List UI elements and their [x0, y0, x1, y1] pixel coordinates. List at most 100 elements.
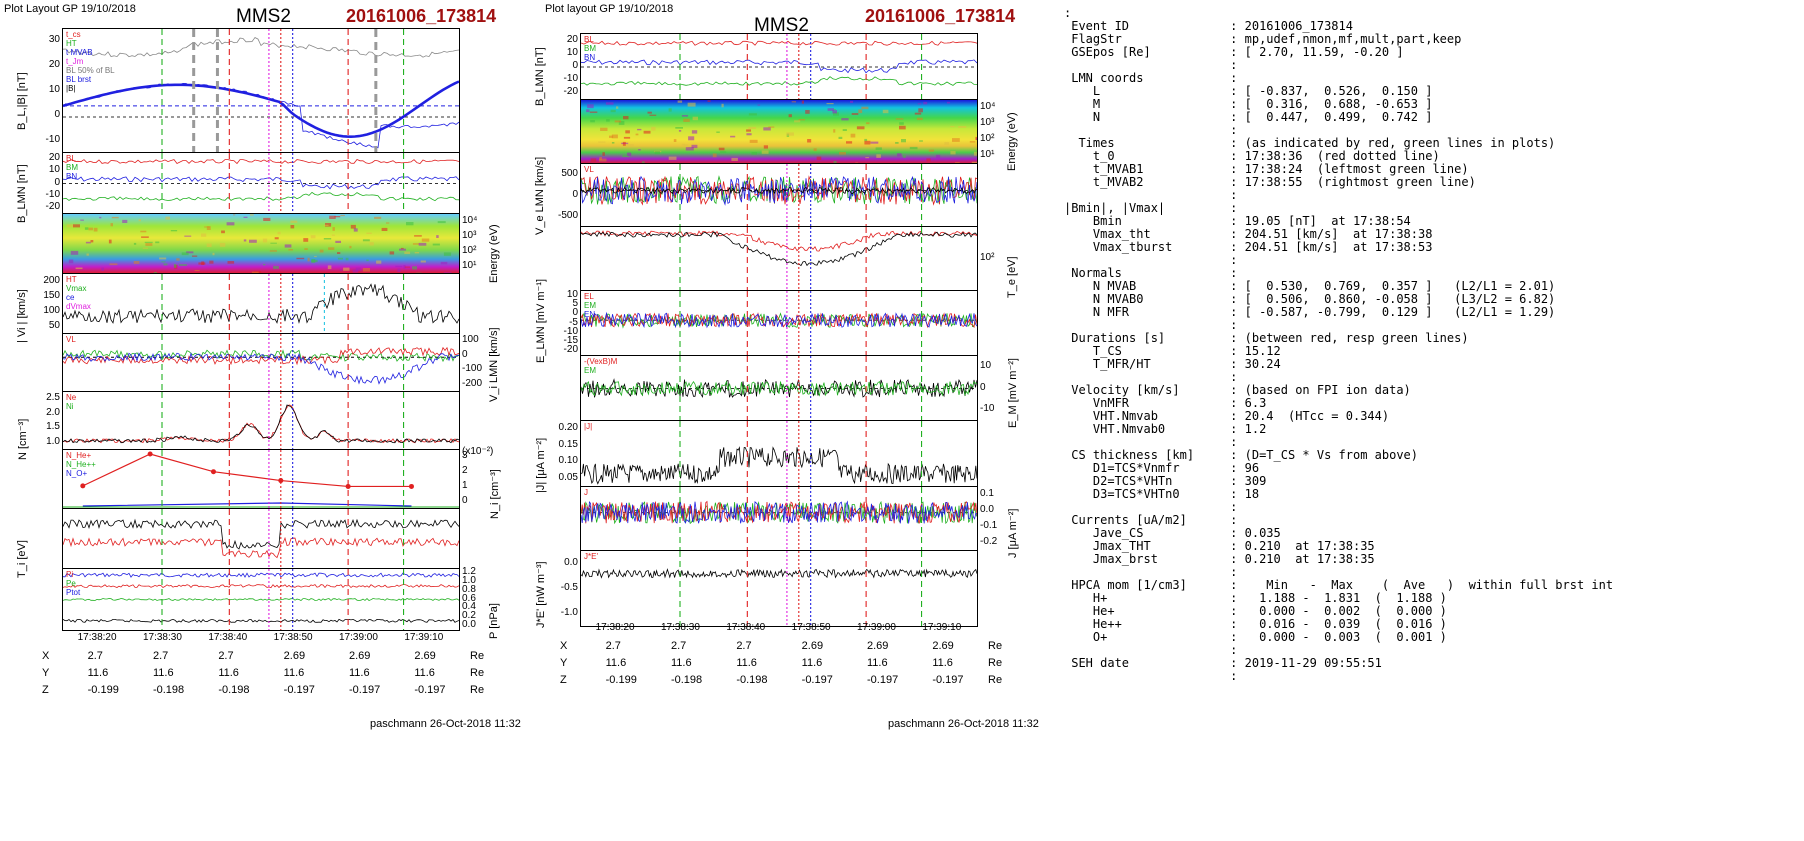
spectrogram-pixel: [249, 214, 254, 216]
spectrogram-pixel: [270, 242, 277, 244]
axis-label-ve: V_e LMN [km/s]: [534, 156, 546, 235]
series-o-plus: [82, 502, 412, 507]
legend-entry: Ne: [66, 393, 77, 402]
spectrogram-pixel: [816, 156, 822, 160]
spectrogram-pixel: [389, 251, 395, 255]
data-point: [408, 483, 414, 489]
spectrogram-pixel: [950, 126, 955, 128]
series-te-perp: [581, 231, 977, 267]
coord-value: 2.7: [152, 650, 169, 662]
spectrogram-pixel: [923, 101, 928, 105]
tick-label-e: -10: [563, 325, 578, 337]
spectrogram-pixel: [90, 240, 94, 243]
spectrogram-pixel: [899, 125, 906, 130]
spectrogram-pixel: [307, 257, 310, 262]
legend-entry: N_He+: [66, 451, 92, 460]
series-bm: [581, 59, 977, 74]
spectrogram-pixel: [437, 221, 446, 224]
series-te-par: [581, 230, 977, 252]
spectrogram-pixel: [600, 127, 608, 131]
spectrogram-pixel: [263, 217, 271, 221]
info-line: FlagStr : mp,udef,nmon,mf,mult,part,keep: [1064, 32, 1462, 46]
spectrogram-pixel: [832, 110, 837, 114]
spectrogram-pixel: [374, 216, 382, 219]
coord-value: 11.6: [283, 667, 305, 679]
series-ti-perp: [63, 518, 459, 550]
spectrogram-pixel: [310, 235, 316, 239]
coord-value: 2.7: [218, 650, 234, 662]
info-line: M : [ 0.316, 0.688, -0.653 ]: [1064, 97, 1433, 111]
spectrogram-pixel: [917, 103, 922, 105]
tick-label-vlmn: -100: [462, 363, 483, 375]
coord-unit: Re: [470, 667, 485, 679]
tick-label-j: 0.1: [980, 488, 994, 499]
tick-label-vlmn: -200: [462, 377, 483, 389]
panel-plot-svg: [63, 569, 459, 630]
spectrogram-pixel: [602, 152, 605, 156]
axis-label-ti: T_i [eV]: [16, 540, 28, 578]
legend-entry: Pe: [66, 579, 76, 588]
spectrogram-pixel: [899, 122, 904, 125]
tick-label-je: -1.0: [560, 606, 578, 618]
spectrogram-pixel: [599, 158, 607, 162]
spectrogram-pixel: [901, 139, 906, 143]
tick-label-p: 1.0: [462, 575, 476, 587]
left-event-title: 20161006_173814: [346, 6, 497, 26]
spectrogram-pixel: [794, 120, 801, 123]
spectrogram-pixel: [108, 239, 112, 244]
axis-label-j: J [μA m⁻²]: [1007, 508, 1019, 558]
spectrogram-pixel: [611, 134, 618, 139]
spectrogram-pixel: [936, 154, 941, 159]
tick-label-espec: 10²: [462, 244, 477, 256]
spectrogram-pixel: [335, 240, 341, 243]
spectrogram-pixel: [366, 259, 369, 262]
info-line: :: [1064, 669, 1238, 683]
spectrogram-pixel: [397, 268, 401, 273]
panel-plot-svg: [581, 356, 977, 421]
info-line: D1=TCS*Vnmfr : 96: [1064, 461, 1260, 475]
panel-b: [62, 28, 460, 154]
spectrogram-pixel: [109, 263, 118, 266]
series-ni: [63, 404, 459, 444]
info-line: GSEpos [Re] : [ 2.70, 11.59, -0.20 ]: [1064, 45, 1404, 59]
info-line: Event ID : 20161006_173814: [1064, 19, 1353, 33]
axis-label-p: P [nPa]: [488, 602, 500, 639]
spectrogram-pixel: [319, 249, 324, 253]
spectrogram-pixel: [290, 220, 298, 223]
tick-label-vi: 100: [43, 304, 60, 316]
spectrogram-pixel: [681, 143, 685, 146]
info-line: Currents [uA/m2] :: [1064, 513, 1238, 527]
spectrogram-pixel: [284, 244, 292, 248]
spectrogram-pixel: [718, 147, 725, 151]
spectrogram-pixel: [249, 239, 257, 243]
spectrogram-pixel: [243, 239, 247, 242]
spectrogram-pixel: [386, 222, 390, 224]
legend-entry: BL: [66, 154, 76, 163]
spectrogram-pixel: [404, 251, 411, 254]
coord-unit: Re: [988, 657, 1003, 669]
spectrogram-pixel: [801, 100, 804, 104]
legend-entry: HT: [66, 39, 77, 48]
spectrogram-pixel: [851, 113, 859, 115]
spectrogram-pixel: [181, 252, 189, 256]
spectrogram-pixel: [833, 160, 837, 163]
spectrogram-pixel: [623, 136, 631, 139]
tick-label-mblmn: -10: [563, 73, 578, 85]
spectrogram-pixel: [353, 228, 358, 232]
series-je: [581, 568, 977, 579]
spectrogram-pixel: [303, 238, 309, 242]
spectrogram-pixel: [323, 224, 329, 226]
coord-value: 11.6: [414, 667, 435, 679]
spectrogram-pixel: [864, 138, 868, 142]
spectrogram-pixel: [746, 133, 752, 136]
series-vi: [63, 283, 459, 324]
spectrogram-pixel: [122, 219, 128, 223]
spectrogram-pixel: [876, 154, 881, 158]
spectrogram-pixel: [141, 236, 149, 238]
spectrogram-pixel: [919, 140, 923, 142]
legend-entry: BM: [66, 163, 78, 172]
spectrogram-pixel: [400, 247, 404, 250]
spectrogram-pixel: [209, 260, 214, 264]
axis-label-je: J*E' [nW m⁻³]: [535, 560, 547, 628]
tick-label-e: 0: [572, 307, 578, 319]
